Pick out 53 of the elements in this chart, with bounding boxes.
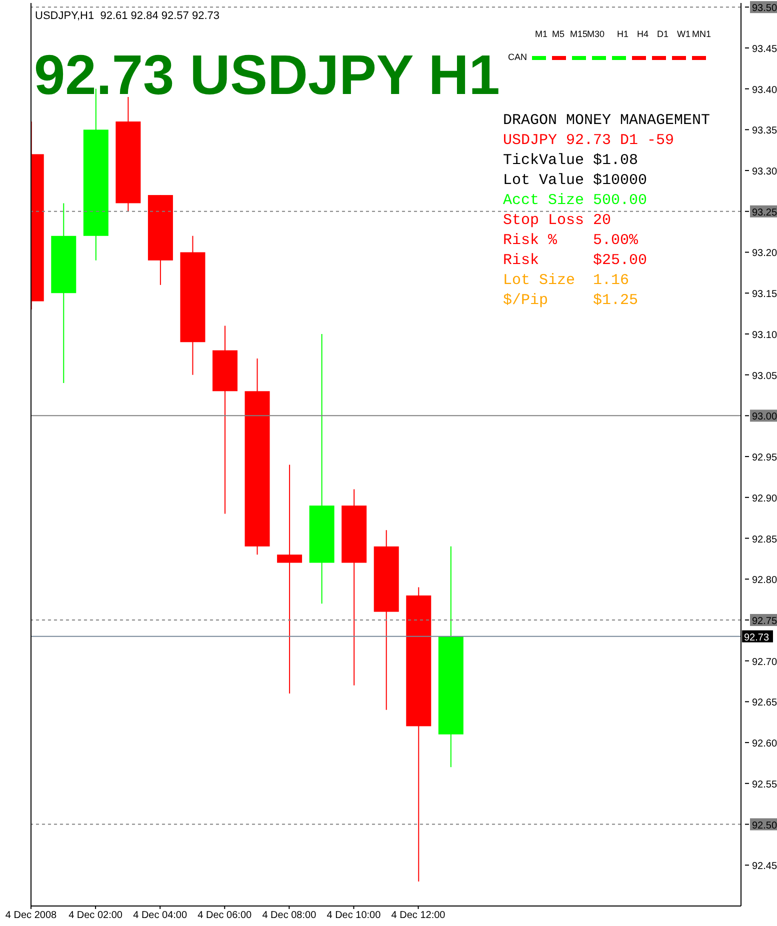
y-tick-label: 92.75: [752, 616, 777, 627]
y-tick-label: 93.05: [752, 370, 777, 382]
y-tick-label: 92.90: [752, 493, 777, 504]
annotation: TickValue $1.08: [503, 152, 638, 169]
y-tick-label: 93.35: [752, 126, 777, 137]
y-tick-label: 92.55: [752, 779, 777, 790]
annotation: Risk $25.00: [503, 252, 648, 269]
annotation: Lot Value $10000: [503, 172, 648, 189]
y-tick-label: 92.50: [752, 820, 777, 832]
y-tick-label: 92.85: [752, 534, 777, 546]
y-tick-label: 92.60: [752, 738, 777, 750]
x-tick-label: 4 Dec 10:00: [326, 910, 382, 922]
annotation: Acct Size 500.00: [503, 192, 648, 209]
x-tick-label: 4 Dec 12:00: [391, 910, 446, 922]
annotation: M15: [570, 29, 588, 39]
y-tick-label: 92.65: [752, 698, 777, 709]
annotation: $/Pip $1.25: [503, 292, 638, 309]
annotation: MN1: [692, 29, 712, 39]
y-tick-label: 92.70: [752, 656, 777, 668]
annotation: M5: [552, 29, 565, 39]
annotation: D1: [657, 29, 669, 39]
y-tick-label: 93.25: [752, 207, 777, 218]
annotation: M1: [535, 29, 548, 39]
annotation: Risk % 5.00%: [503, 232, 638, 249]
annotation: W1: [677, 29, 690, 39]
annotation: DRAGON MONEY MANAGEMENT: [503, 112, 710, 129]
y-tick-label: 93.30: [752, 166, 777, 178]
annotation: Lot Size 1.16: [503, 272, 630, 289]
y-tick-label: 93.00: [752, 412, 777, 423]
y-tick-label: 92.80: [752, 575, 777, 586]
x-tick-label: 4 Dec 04:00: [133, 910, 188, 922]
y-tick-label: 92.45: [752, 861, 777, 872]
annotation: Stop Loss 20: [503, 212, 612, 229]
y-tick-label: 93.40: [752, 84, 777, 96]
x-tick-label: 4 Dec 02:00: [68, 910, 123, 922]
annotation: M30: [587, 29, 605, 39]
ref-line-label: 92.73: [744, 632, 770, 644]
text: 92.73 USDJPY H1: [34, 42, 500, 108]
y-tick-label: 93.15: [752, 289, 777, 300]
y-tick-label: 93.10: [752, 330, 777, 341]
annotation: H4: [637, 29, 649, 39]
annotation: CAN: [508, 52, 528, 62]
annotation: USDJPY 92.73 D1 -59: [503, 132, 674, 149]
text: USDJPY,H1 92.61 92.84 92.57 92.73: [35, 10, 220, 22]
x-tick-label: 4 Dec 06:00: [198, 910, 252, 922]
annotation: H1: [617, 29, 629, 39]
x-tick-label: 4 Dec 08:00: [262, 910, 317, 922]
x-tick-label: 4 Dec 2008: [5, 910, 58, 922]
y-tick-label: 93.45: [752, 44, 777, 55]
y-tick-label: 92.95: [752, 452, 777, 464]
y-tick-label: 93.50: [752, 3, 777, 14]
candlestick: [277, 464, 302, 694]
y-tick-label: 93.20: [752, 248, 777, 260]
